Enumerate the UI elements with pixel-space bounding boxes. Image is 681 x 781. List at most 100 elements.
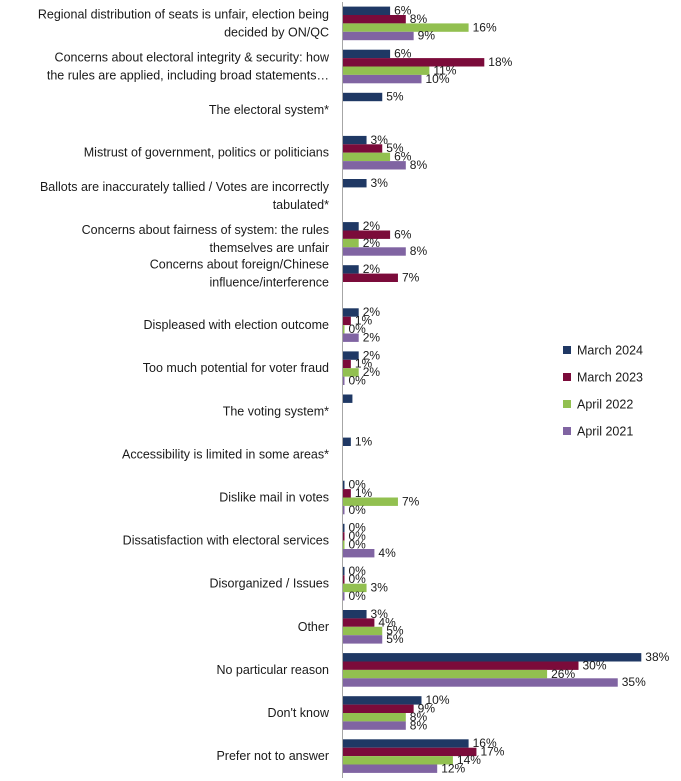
value-label: 7% xyxy=(402,494,420,508)
category-label: Dislike mail in votes xyxy=(219,491,329,505)
value-label: 35% xyxy=(622,675,646,689)
legend-swatch xyxy=(563,427,571,435)
bar xyxy=(343,549,375,558)
value-label: 1% xyxy=(355,357,373,371)
bar xyxy=(343,359,351,369)
bar xyxy=(343,739,469,748)
value-label: 0% xyxy=(349,374,367,388)
value-label: 0% xyxy=(349,564,367,578)
legend-swatch xyxy=(563,373,571,381)
value-label: 1% xyxy=(355,486,373,500)
bar xyxy=(343,31,414,41)
category-label: Concerns about electoral integrity & sec… xyxy=(55,51,330,65)
value-label: 6% xyxy=(394,227,412,241)
bar xyxy=(343,583,367,593)
bar xyxy=(343,489,351,498)
value-label: 14% xyxy=(457,753,481,767)
bar xyxy=(343,497,398,506)
value-label: 2% xyxy=(363,236,381,250)
category-label: Dissatisfaction with electoral services xyxy=(123,534,329,548)
bar xyxy=(343,696,422,705)
value-label: 1% xyxy=(355,314,373,328)
value-label: 0% xyxy=(349,589,367,603)
bar xyxy=(343,325,345,334)
bar xyxy=(343,230,391,239)
value-label: 8% xyxy=(410,244,428,258)
value-label: 6% xyxy=(394,4,412,18)
category-label: Too much potential for voter fraud xyxy=(143,361,329,375)
value-label: 10% xyxy=(426,72,450,86)
category-label: The electoral system* xyxy=(209,103,329,117)
bar xyxy=(343,704,414,713)
bar xyxy=(343,368,359,377)
value-label: 2% xyxy=(363,330,381,344)
category-label: Prefer not to answer xyxy=(216,749,329,763)
category-label: Concerns about fairness of system: the r… xyxy=(82,223,329,237)
value-label: 11% xyxy=(433,63,456,77)
value-label: 6% xyxy=(394,47,412,61)
legend-label: March 2024 xyxy=(577,344,643,358)
value-label: 0% xyxy=(349,572,367,586)
bar xyxy=(343,540,345,549)
bar xyxy=(343,575,345,584)
value-label: 8% xyxy=(410,710,428,724)
value-label: 2% xyxy=(363,219,381,233)
value-label: 5% xyxy=(386,90,404,104)
bar xyxy=(343,678,618,687)
category-label: Displeased with election outcome xyxy=(143,318,329,332)
value-label: 6% xyxy=(394,150,412,164)
value-label: 4% xyxy=(378,615,396,629)
bar xyxy=(343,144,383,153)
value-label: 8% xyxy=(410,158,428,172)
value-label: 5% xyxy=(386,141,404,155)
value-label: 2% xyxy=(363,262,381,276)
value-label: 3% xyxy=(371,176,389,190)
bar xyxy=(343,635,383,644)
value-label: 30% xyxy=(583,658,607,672)
category-label: Other xyxy=(298,620,329,634)
value-label: 17% xyxy=(480,745,504,759)
value-label: 1% xyxy=(355,435,373,449)
labels-layer: Regional distribution of seats is unfair… xyxy=(38,4,670,776)
category-label: Don't know xyxy=(268,706,330,720)
value-label: 9% xyxy=(418,29,436,43)
bar xyxy=(343,135,367,145)
category-label: tabulated* xyxy=(273,198,329,212)
bars-layer xyxy=(343,6,642,773)
value-label: 0% xyxy=(349,503,367,517)
bar xyxy=(343,273,398,282)
bar xyxy=(343,316,351,326)
value-label: 8% xyxy=(410,12,428,26)
bar xyxy=(343,238,359,248)
value-label: 26% xyxy=(551,667,575,681)
bar xyxy=(343,15,406,24)
bar xyxy=(343,618,375,627)
value-label: 0% xyxy=(349,521,367,535)
value-label: 9% xyxy=(418,702,436,716)
category-label: Disorganized / Issues xyxy=(209,577,329,591)
bar xyxy=(343,523,345,533)
bar xyxy=(343,610,367,619)
bar xyxy=(343,376,345,385)
category-label: decided by ON/QC xyxy=(224,25,329,39)
category-label: No particular reason xyxy=(216,663,329,677)
value-label: 0% xyxy=(349,538,367,552)
bar xyxy=(343,661,579,670)
legend-swatch xyxy=(563,346,571,354)
bar xyxy=(343,161,406,170)
bar xyxy=(343,592,345,601)
category-label: Mistrust of government, politics or poli… xyxy=(84,146,329,160)
bar xyxy=(343,669,548,679)
legend-label: April 2022 xyxy=(577,398,633,412)
bar xyxy=(343,532,345,541)
bar xyxy=(343,247,406,256)
bar xyxy=(343,721,406,730)
bar xyxy=(343,308,359,317)
bar xyxy=(343,66,430,75)
legend-label: March 2023 xyxy=(577,371,643,385)
category-label: Regional distribution of seats is unfair… xyxy=(38,7,329,21)
value-label: 3% xyxy=(371,607,389,621)
legend: March 2024 March 2023 April 2022 April 2021 xyxy=(563,344,643,439)
bar xyxy=(343,653,642,662)
